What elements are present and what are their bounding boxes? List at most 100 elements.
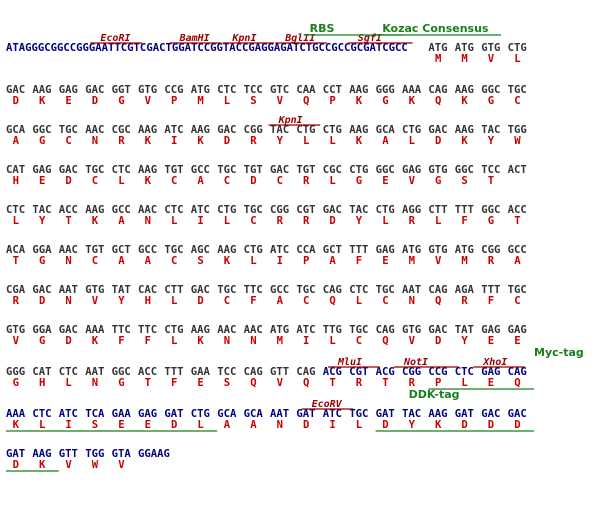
amino-acid: C [277,175,283,187]
dna-segment: AAA [85,324,105,336]
amino-acid: C [514,95,520,107]
amino-acid: V [92,295,99,307]
dna-segment: TTT [481,284,500,296]
dna-segment: ACG [376,366,395,378]
feature-label: DDK-tag [409,388,460,401]
dna-segment: CTC [164,204,183,216]
dna-segment: CCT [323,84,342,96]
amino-acid: F [171,377,177,389]
dna-segment: GAC [85,84,104,96]
amino-acid: E [488,335,494,347]
dna-segment: GTT [59,448,78,460]
amino-acid: G [435,175,441,187]
dna-segment: AAC [138,204,157,216]
amino-acid: Y [409,419,416,431]
dna-segment: GAA [112,408,132,420]
amino-acid: C [382,295,388,307]
restriction-site-label: BglII [284,33,315,44]
dna-segment: CAT [6,164,25,176]
dna-segment: GGC [455,164,474,176]
amino-acid: D [65,335,71,347]
dna-segment: GGC [112,366,131,378]
dna-segment: CAG [376,324,395,336]
dna-segment: CTT [164,284,183,296]
dna-segment: TGC [244,204,263,216]
dna-segment: CTC [455,366,474,378]
dna-segment: CTC [59,366,78,378]
amino-acid: Q [435,95,441,107]
amino-acid: A [382,135,389,147]
dna-segment: GAC [481,408,500,420]
dna-segment: GAG [508,324,527,336]
dna-segment: GAC [217,124,236,136]
amino-acid: D [224,135,230,147]
amino-acid: R [13,295,20,307]
amino-acid: D [488,419,494,431]
dna-segment: CCG [428,366,447,378]
dna-segment: CCA [296,244,316,256]
dna-segment: GAT [296,408,315,420]
dna-segment: ATC [296,324,315,336]
dna-segment: GGC [481,204,500,216]
amino-acid: C [224,295,230,307]
dna-segment: GAA [191,366,211,378]
dna-segment: CAG [508,366,527,378]
amino-acid: E [39,175,45,187]
dna-segment: CAG [323,284,342,296]
dna-segment: GAT [376,408,395,420]
amino-acid: Y [461,335,468,347]
dna-segment: AAG [32,448,51,460]
dna-segment: TGC [349,324,368,336]
amino-acid: I [303,335,309,347]
amino-acid: Q [329,295,335,307]
amino-acid: Y [118,295,125,307]
dna-segment: ACA [6,244,26,256]
dna-segment: ATC [164,124,183,136]
amino-acid: L [514,53,520,65]
amino-acid: Q [382,335,388,347]
amino-acid: K [461,95,468,107]
restriction-site-label: KpnI [231,33,256,44]
amino-acid: L [382,215,388,227]
dna-segment: TTC [112,324,131,336]
amino-acid: F [250,295,256,307]
amino-acid: W [514,135,521,147]
dna-segment: CTG [508,42,527,54]
amino-acid: A [118,215,125,227]
amino-acid: Q [514,377,520,389]
dna-segment: GCC [270,284,289,296]
amino-acid: K [224,255,231,267]
amino-acid: K [39,459,46,471]
amino-acid: E [382,175,388,187]
dna-segment: GAC [191,284,210,296]
dna-segment: CTC [349,284,368,296]
restriction-site-label: EcoRV [312,399,343,410]
amino-acid: T [145,377,151,389]
dna-segment: ACC [508,204,527,216]
amino-acid: L [329,135,335,147]
dna-segment: GAC [59,324,78,336]
dna-segment: GTA [112,448,132,460]
amino-acid: P [435,377,441,389]
amino-acid: G [118,377,124,389]
dna-segment: GGA [32,244,52,256]
amino-acid: T [488,175,494,187]
amino-acid: L [461,377,467,389]
amino-acid: W [92,459,99,471]
dna-segment: TTG [323,324,342,336]
amino-acid: R [303,175,310,187]
amino-acid: K [435,419,442,431]
dna-segment: TTC [244,284,263,296]
dna-segment: GAG [138,408,157,420]
amino-acid: V [277,95,284,107]
amino-acid: P [171,95,177,107]
dna-segment: AAG [428,408,447,420]
amino-acid: T [514,215,520,227]
amino-acid: A [197,175,204,187]
dna-segment: CTG [402,124,421,136]
dna-segment: TTT [164,366,183,378]
dna-segment: CTC [32,408,51,420]
amino-acid: V [409,335,416,347]
amino-acid: G [39,255,45,267]
amino-acid: R [409,377,416,389]
